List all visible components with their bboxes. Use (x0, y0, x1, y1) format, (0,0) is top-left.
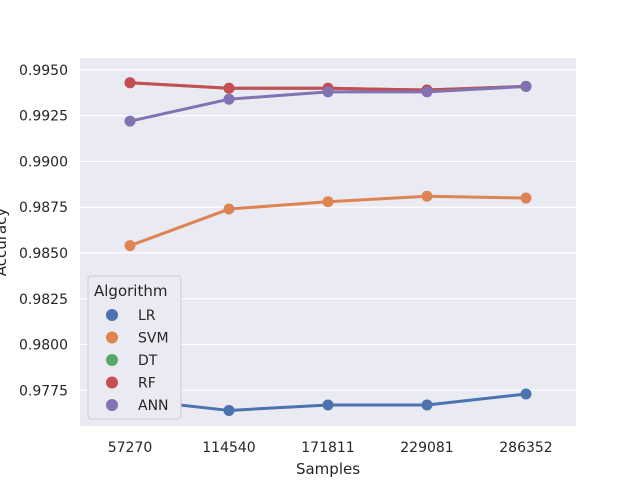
data-point (520, 388, 532, 400)
y-tick-label: 0.9850 (19, 246, 68, 262)
y-tick-label: 0.9950 (19, 63, 68, 79)
series-svm (124, 190, 532, 252)
legend-label: RF (138, 376, 156, 392)
legend-marker (106, 309, 118, 321)
x-tick-label: 171811 (301, 440, 354, 456)
x-axis-label: Samples (296, 460, 360, 478)
data-point (223, 404, 235, 416)
legend-label: DT (138, 353, 158, 369)
data-point (322, 196, 334, 208)
y-axis-label: Accuracy (0, 208, 10, 277)
legend-items: LR SVM DT RF ANN (106, 308, 169, 414)
data-point (223, 82, 235, 94)
legend-label: ANN (138, 398, 169, 414)
data-point (223, 203, 235, 215)
x-tick-label: 114540 (202, 440, 255, 456)
y-tick-label: 0.9925 (19, 109, 68, 125)
data-point (124, 77, 136, 89)
x-tick-labels: 57270 114540 171811 229081 286352 (108, 440, 553, 456)
x-tick-label: 286352 (499, 440, 552, 456)
legend-marker (106, 399, 118, 411)
y-tick-label: 0.9875 (19, 200, 68, 216)
legend-title: Algorithm (94, 282, 167, 300)
data-point (124, 115, 136, 127)
legend-label: LR (138, 308, 156, 324)
y-tick-labels: 0.9775 0.9800 0.9825 0.9850 0.9875 0.9900 0.99… (19, 63, 68, 399)
legend: Algorithm LR SVM DT RF ANN (87, 275, 182, 420)
series-ann (124, 80, 532, 127)
y-tick-label: 0.9800 (19, 338, 68, 354)
y-tick-label: 0.9825 (19, 292, 68, 308)
data-point (322, 86, 334, 98)
y-tick-label: 0.9775 (19, 383, 68, 399)
y-tick-label: 0.9900 (19, 154, 68, 170)
legend-label: SVM (138, 331, 169, 347)
data-point (421, 190, 433, 202)
data-point (520, 80, 532, 92)
x-tick-label: 229081 (400, 440, 453, 456)
data-point (520, 192, 532, 204)
data-point (223, 93, 235, 105)
legend-marker (106, 331, 118, 344)
x-tick-label: 57270 (108, 440, 153, 456)
legend-marker (106, 376, 118, 389)
data-point (124, 240, 136, 252)
data-point (322, 399, 334, 411)
data-point (421, 399, 433, 411)
data-point (421, 86, 433, 98)
legend-marker (106, 354, 118, 366)
